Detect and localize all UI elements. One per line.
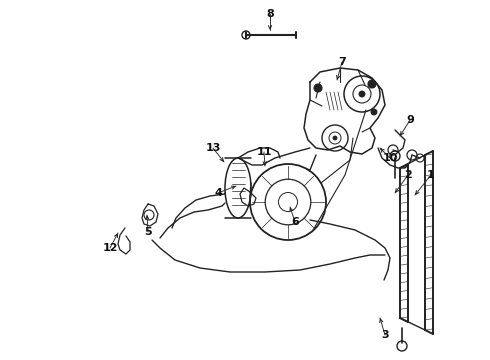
Text: 8: 8 bbox=[266, 9, 274, 19]
Circle shape bbox=[333, 136, 337, 140]
Text: 3: 3 bbox=[381, 330, 389, 340]
Text: 10: 10 bbox=[382, 153, 398, 163]
Text: 11: 11 bbox=[256, 147, 272, 157]
Circle shape bbox=[359, 91, 365, 97]
Text: 7: 7 bbox=[338, 57, 346, 67]
Text: 5: 5 bbox=[144, 227, 152, 237]
Text: 1: 1 bbox=[427, 170, 435, 180]
Text: 13: 13 bbox=[205, 143, 221, 153]
Text: 6: 6 bbox=[291, 217, 299, 227]
Circle shape bbox=[368, 80, 376, 88]
Text: 2: 2 bbox=[404, 170, 412, 180]
Text: 9: 9 bbox=[406, 115, 414, 125]
Text: 12: 12 bbox=[102, 243, 118, 253]
Circle shape bbox=[371, 109, 377, 115]
Circle shape bbox=[314, 84, 322, 92]
Circle shape bbox=[278, 193, 297, 211]
Text: 4: 4 bbox=[214, 188, 222, 198]
